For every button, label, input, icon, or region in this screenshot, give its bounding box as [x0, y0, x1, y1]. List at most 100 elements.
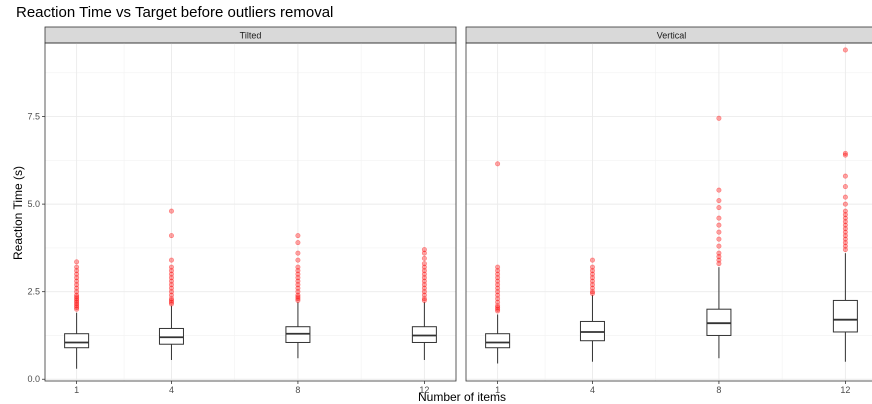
panels: Tilted 1 4 8 12 Vertical 1 4 8 12 0.0 2.5 5.0 7.5	[27, 26, 872, 395]
outlier-point	[716, 215, 722, 221]
x-tick-label: 12	[419, 385, 429, 395]
outlier-point	[495, 161, 501, 167]
x-tick-label: 8	[295, 385, 300, 395]
box-x1	[64, 259, 90, 369]
outlier-point	[495, 268, 501, 274]
outlier-point	[74, 292, 80, 298]
outlier-point	[842, 47, 848, 53]
outlier-point	[716, 257, 722, 263]
outlier-point	[495, 304, 501, 310]
outlier-point	[589, 290, 595, 296]
outlier-point	[74, 303, 80, 309]
outlier-point	[495, 289, 501, 295]
outlier-point	[168, 264, 174, 270]
y-tick-label: 5.0	[27, 199, 40, 209]
outlier-point	[842, 184, 848, 190]
outlier-point	[842, 222, 848, 228]
y-tick-label: 7.5	[27, 112, 40, 122]
box-x8	[706, 115, 732, 359]
outlier-point	[842, 226, 848, 232]
outlier-point	[295, 294, 301, 300]
outlier-point	[421, 261, 427, 267]
y-tick-label: 0.0	[27, 374, 40, 384]
box-x8	[285, 233, 311, 359]
outlier-point	[168, 282, 174, 288]
outlier-point	[495, 264, 501, 270]
outlier-point	[421, 282, 427, 288]
outlier-point	[74, 297, 80, 303]
outlier-point	[495, 308, 501, 314]
outlier-point	[295, 233, 301, 239]
outlier-point	[295, 271, 301, 277]
outlier-point	[842, 229, 848, 235]
outlier-point	[716, 236, 722, 242]
outlier-point	[295, 268, 301, 274]
outlier-point	[168, 292, 174, 298]
outlier-point	[842, 152, 848, 158]
x-tick-label: 1	[495, 385, 500, 395]
outlier-point	[421, 255, 427, 261]
outlier-point	[295, 282, 301, 288]
box-x4	[579, 257, 605, 362]
outlier-point	[421, 271, 427, 277]
outlier-point	[716, 222, 722, 228]
outlier-point	[295, 257, 301, 263]
outlier-point	[842, 236, 848, 242]
outlier-point	[295, 297, 301, 303]
outlier-point	[295, 296, 301, 302]
outlier-point	[421, 247, 427, 253]
outlier-point	[716, 187, 722, 193]
outlier-point	[421, 289, 427, 295]
outlier-point	[589, 278, 595, 284]
outlier-point	[295, 285, 301, 291]
outlier-point	[74, 296, 80, 302]
panel-vertical: Vertical 1 4 8 12	[465, 26, 872, 395]
outlier-point	[421, 264, 427, 270]
outlier-point	[495, 292, 501, 298]
outlier-point	[168, 301, 174, 307]
outlier-point	[295, 289, 301, 295]
outlier-point	[842, 173, 848, 179]
outlier-point	[421, 296, 427, 302]
outlier-point	[842, 212, 848, 218]
outlier-point	[421, 292, 427, 298]
x-tick-label: 4	[590, 385, 595, 395]
outlier-point	[295, 275, 301, 281]
outlier-point	[495, 299, 501, 305]
outlier-point	[716, 229, 722, 235]
outlier-point	[495, 306, 501, 312]
outlier-point	[716, 250, 722, 256]
outlier-point	[495, 296, 501, 302]
outlier-point	[74, 285, 80, 291]
outlier-point	[74, 259, 80, 265]
strip-label: Tilted	[240, 31, 262, 41]
outlier-point	[842, 243, 848, 249]
outlier-point	[716, 261, 722, 267]
box-x12	[832, 47, 858, 362]
outlier-point	[168, 268, 174, 274]
outlier-point	[74, 268, 80, 274]
x-tick-label: 4	[169, 385, 174, 395]
outlier-point	[74, 301, 80, 307]
outlier-point	[168, 208, 174, 214]
outlier-point	[421, 285, 427, 291]
outlier-point	[295, 264, 301, 270]
chart-title: Reaction Time vs Target before outliers …	[16, 4, 333, 21]
outlier-point	[168, 297, 174, 303]
box-x12	[411, 247, 437, 360]
outlier-point	[168, 285, 174, 291]
outlier-point	[74, 304, 80, 310]
outlier-point	[589, 268, 595, 274]
outlier-point	[295, 240, 301, 246]
outlier-point	[842, 240, 848, 246]
x-axis-title: Number of items	[418, 390, 506, 404]
outlier-point	[168, 289, 174, 295]
outlier-point	[495, 271, 501, 277]
strip-label: Vertical	[657, 31, 687, 41]
outlier-point	[716, 115, 722, 121]
outlier-point	[74, 306, 80, 312]
outlier-point	[421, 268, 427, 274]
outlier-point	[295, 292, 301, 298]
outlier-point	[168, 296, 174, 302]
outlier-point	[716, 254, 722, 260]
